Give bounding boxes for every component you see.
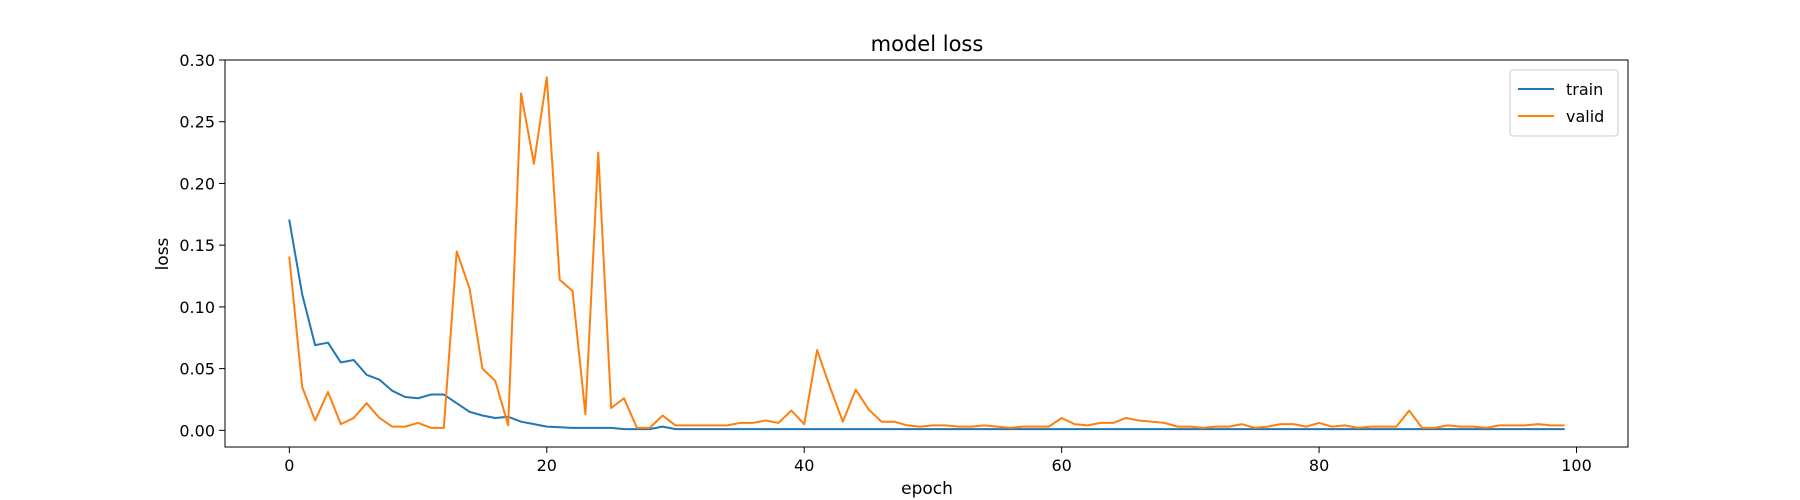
y-tick-label: 0.10 xyxy=(179,298,215,317)
y-tick-label: 0.00 xyxy=(179,421,215,440)
chart-title: model loss xyxy=(871,32,984,56)
x-tick-label: 0 xyxy=(284,456,294,475)
series-line-valid xyxy=(288,76,1565,429)
legend-label-train: train xyxy=(1566,80,1603,99)
y-tick-label: 0.30 xyxy=(179,51,215,70)
legend-box xyxy=(1509,69,1619,137)
legend: train valid xyxy=(1509,69,1619,137)
series-layer xyxy=(288,76,1565,431)
x-tick-label: 60 xyxy=(1051,456,1071,475)
y-tick-label: 0.20 xyxy=(179,174,215,193)
plot-frame xyxy=(224,59,1629,448)
x-tick-label: 20 xyxy=(537,456,557,475)
x-tick-label: 80 xyxy=(1309,456,1329,475)
series-line-train xyxy=(288,219,1565,431)
y-axis: 0.00 0.05 0.10 0.15 0.20 0.25 0.30 xyxy=(179,51,225,440)
x-axis-label: epoch xyxy=(901,479,953,499)
x-axis: 0 20 40 60 80 100 xyxy=(284,447,1592,475)
y-axis-label: loss xyxy=(153,237,173,270)
x-tick-label: 100 xyxy=(1561,456,1592,475)
y-tick-label: 0.15 xyxy=(179,236,215,255)
x-tick-label: 40 xyxy=(794,456,814,475)
y-tick-label: 0.25 xyxy=(179,113,215,132)
legend-label-valid: valid xyxy=(1566,107,1604,126)
y-tick-label: 0.05 xyxy=(179,360,215,379)
plot-area xyxy=(225,60,1628,447)
